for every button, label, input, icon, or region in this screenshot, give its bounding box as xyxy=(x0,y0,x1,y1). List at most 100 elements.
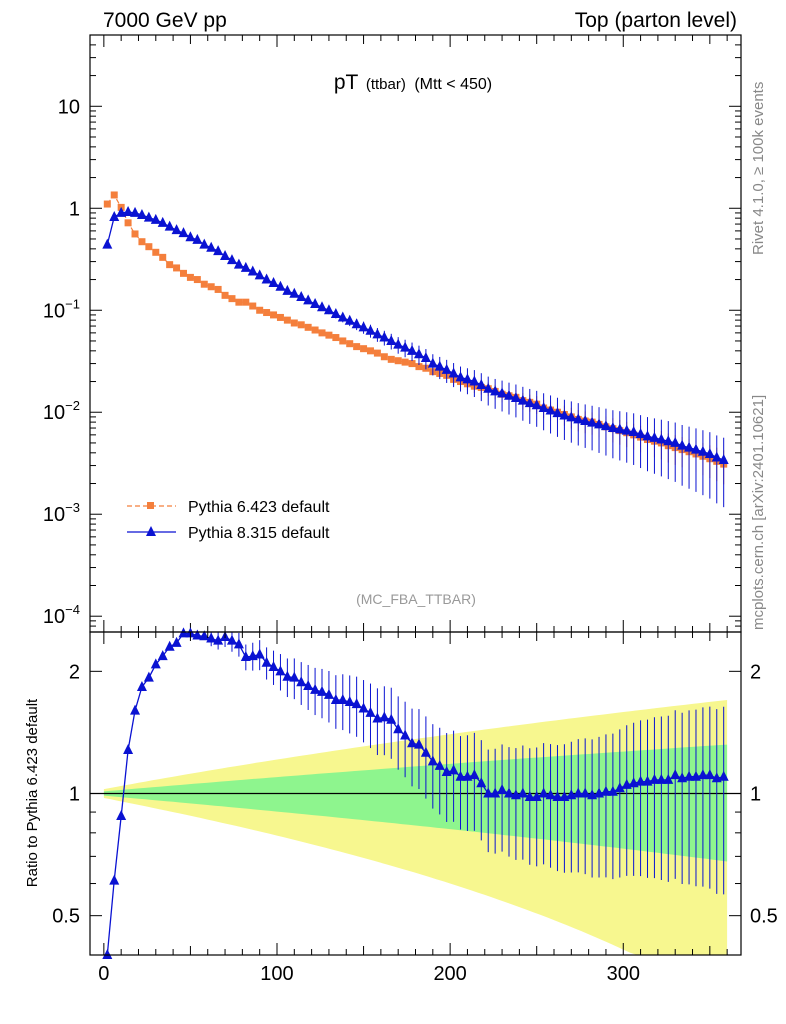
ratio-point xyxy=(330,693,341,704)
data-point-pythia6 xyxy=(235,298,243,306)
data-point-pythia8 xyxy=(130,206,141,217)
ratio-point xyxy=(420,746,431,757)
ratio-point xyxy=(372,712,383,723)
ratio-point xyxy=(407,737,418,748)
data-point-pythia8 xyxy=(573,413,584,424)
y-tick-label: 10−3 xyxy=(43,500,80,526)
data-point-pythia8 xyxy=(566,411,577,422)
ratio-point xyxy=(323,688,334,699)
data-point-pythia8 xyxy=(123,205,134,216)
ratio-point xyxy=(649,773,660,784)
ratio-point xyxy=(684,770,695,781)
ratio-point xyxy=(607,785,618,796)
ratio-point xyxy=(483,787,494,798)
data-point-pythia8 xyxy=(185,231,196,242)
plot-title-main: pT xyxy=(334,71,359,94)
ratio-point xyxy=(656,773,667,784)
ratio-point xyxy=(317,685,328,696)
ratio-point xyxy=(573,787,584,798)
data-point-pythia8 xyxy=(614,423,625,434)
data-point-pythia8 xyxy=(379,331,390,342)
data-point-pythia8 xyxy=(351,318,362,329)
legend-marker-triangle xyxy=(146,526,156,536)
data-point-pythia8 xyxy=(531,399,542,410)
data-point-pythia6 xyxy=(387,355,395,363)
data-point-pythia8 xyxy=(407,344,418,355)
ratio-marks xyxy=(102,627,729,959)
data-point-pythia6 xyxy=(110,191,118,199)
ratio-point xyxy=(455,770,466,781)
data-point-pythia6 xyxy=(325,331,333,339)
ratio-point xyxy=(199,630,210,641)
data-point-pythia8 xyxy=(621,424,632,435)
data-point-pythia8 xyxy=(517,394,528,405)
x-tick-label: 0 xyxy=(98,963,109,985)
data-point-pythia8 xyxy=(143,211,154,222)
ratio-point xyxy=(116,810,127,821)
data-point-pythia8 xyxy=(483,382,494,393)
plot-title: pT (ttbar) (Mtt < 450) xyxy=(334,71,492,94)
ratio-point xyxy=(296,676,307,687)
ratio-point xyxy=(213,634,224,645)
data-point-pythia8 xyxy=(503,389,514,400)
ratio-y-tick-label-right: 1 xyxy=(750,784,761,806)
data-point-pythia8 xyxy=(268,277,279,288)
ratio-point xyxy=(427,755,438,766)
data-point-pythia6 xyxy=(214,285,222,293)
data-point-pythia8 xyxy=(635,428,646,439)
ratio-point xyxy=(490,787,501,798)
y-tick-label-base: 10 xyxy=(43,402,65,424)
y-tick-label-base: 10 xyxy=(43,300,65,322)
data-point-pythia6 xyxy=(318,329,326,337)
data-point-pythia8 xyxy=(462,373,473,384)
data-point-pythia8 xyxy=(434,360,445,371)
data-point-pythia8 xyxy=(275,280,286,291)
ratio-point xyxy=(663,773,674,784)
data-point-pythia8 xyxy=(296,290,307,301)
y-tick-label-base: 1 xyxy=(69,198,80,220)
ratio-point xyxy=(635,775,646,786)
ratio-point xyxy=(303,680,314,691)
data-point-pythia6 xyxy=(124,219,132,227)
data-point-pythia6 xyxy=(346,340,354,348)
data-point-pythia6 xyxy=(415,363,423,371)
data-point-pythia6 xyxy=(290,319,298,327)
data-point-pythia8 xyxy=(704,447,715,458)
ratio-point xyxy=(476,777,487,788)
data-point-pythia8 xyxy=(199,238,210,249)
data-point-pythia8 xyxy=(171,224,182,235)
header-right: Top (parton level) xyxy=(575,9,737,32)
ratio-point xyxy=(552,791,563,802)
data-point-pythia6 xyxy=(228,295,236,303)
ratio-point xyxy=(157,650,168,661)
ratio-point xyxy=(164,640,175,651)
ratio-point xyxy=(503,787,514,798)
ratio-point xyxy=(386,713,397,724)
ratio-point xyxy=(434,759,445,770)
data-point-pythia8 xyxy=(206,241,217,252)
data-point-pythia6 xyxy=(270,311,278,319)
data-point-pythia6 xyxy=(200,280,208,288)
ratio-y-tick-labels: 0.5 1 2 xyxy=(52,661,80,927)
data-point-pythia6 xyxy=(159,253,167,261)
data-point-pythia8 xyxy=(455,371,466,382)
data-point-pythia6 xyxy=(131,230,139,238)
y-tick-label: 1 xyxy=(69,198,80,220)
data-point-pythia6 xyxy=(138,238,146,246)
y-tick-label-base: 10 xyxy=(58,96,80,118)
data-point-pythia8 xyxy=(677,439,688,450)
ratio-point xyxy=(268,660,279,671)
data-point-pythia8 xyxy=(476,378,487,389)
ratio-point xyxy=(580,787,591,798)
ratio-ticks xyxy=(90,632,741,956)
ratio-point xyxy=(109,874,120,885)
data-point-pythia6 xyxy=(366,347,374,355)
data-point-pythia6 xyxy=(103,200,111,208)
data-point-pythia8 xyxy=(289,287,300,298)
data-point-pythia8 xyxy=(323,304,334,315)
y-tick-label: 10−4 xyxy=(43,602,80,628)
ratio-point xyxy=(226,634,237,645)
main-ticks xyxy=(90,34,741,633)
